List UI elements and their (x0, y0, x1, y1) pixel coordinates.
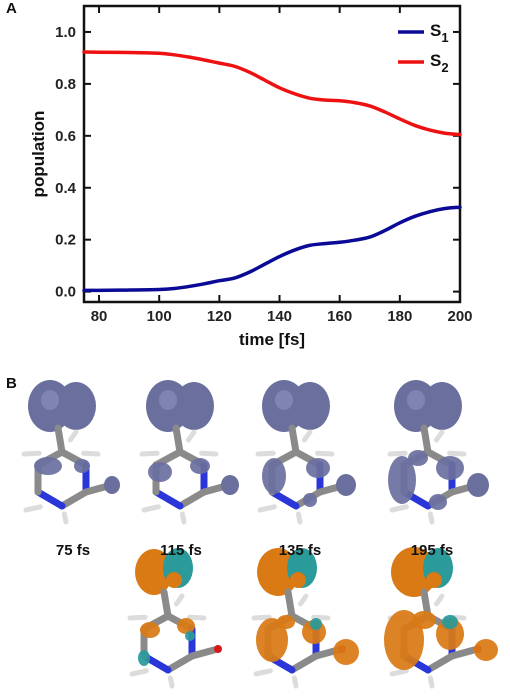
series-line-s1 (82, 205, 462, 293)
y-tick-label: 0.0 (55, 284, 76, 301)
snapshot-label-115fs: 115 fs (160, 542, 202, 559)
population-chart: 80 100 120 140 160 180 200 0.0 0.2 0.4 0.6 0.8 1.0 ti… (29, 4, 473, 349)
x-tick-label: 180 (387, 308, 412, 325)
y-tick-label: 0.4 (55, 180, 77, 197)
y-tick-label: 0.8 (55, 76, 76, 93)
panel-b-label: B (6, 375, 17, 392)
difference-density-195fs (384, 547, 498, 689)
x-tick-label: 100 (147, 308, 172, 325)
legend-label-s2: S2 (430, 51, 449, 75)
density-snapshot-75fs (21, 380, 120, 525)
density-snapshot-195fs (387, 380, 489, 525)
x-tick-label: 160 (327, 308, 352, 325)
snapshot-label-135fs: 135 fs (278, 542, 322, 559)
x-tick-label: 200 (447, 308, 472, 325)
x-tick-label: 120 (207, 308, 232, 325)
y-tick-label: 1.0 (55, 24, 76, 41)
plot-frame (82, 4, 462, 304)
panel-a-label: A (6, 0, 17, 17)
snapshot-label-75fs: 75 fs (55, 542, 91, 559)
density-snapshot-115fs (139, 380, 239, 525)
difference-density-135fs (251, 548, 359, 689)
molecule-snapshots (21, 380, 498, 689)
snapshot-label-195fs: 195 fs (410, 542, 454, 559)
y-axis-title: population (29, 111, 48, 198)
x-tick-label: 80 (91, 308, 108, 325)
density-snapshot-135fs (255, 380, 356, 525)
series-line-s2 (82, 50, 462, 137)
difference-density-115fs (127, 548, 222, 689)
y-tick-label: 0.2 (55, 232, 76, 249)
legend-label-s1: S1 (430, 21, 449, 45)
y-tick-label: 0.6 (55, 128, 76, 145)
x-axis-title: time [fs] (239, 330, 305, 349)
x-tick-label: 140 (267, 308, 292, 325)
